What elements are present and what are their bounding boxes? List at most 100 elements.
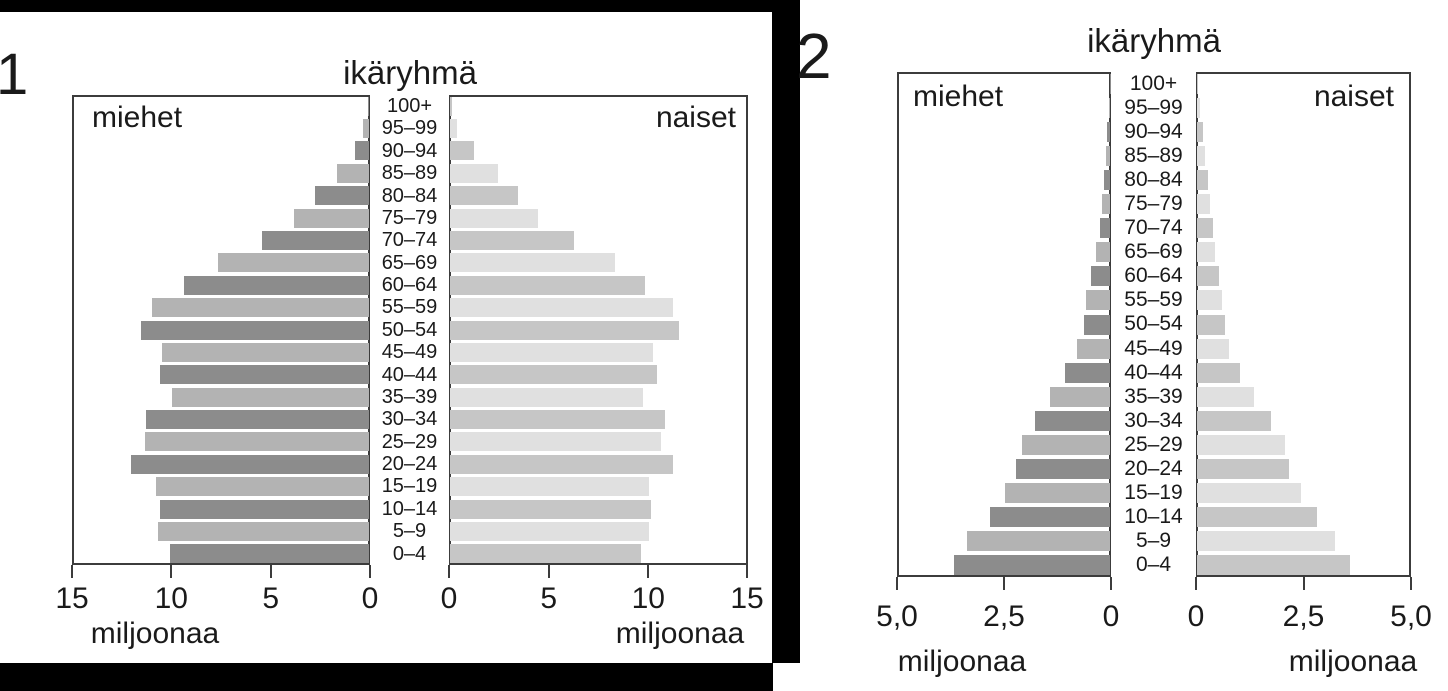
- bar-female-20–24: [1197, 458, 1290, 479]
- bar-female-60–64: [450, 275, 646, 295]
- bar-male-85–89: [1106, 146, 1110, 167]
- bar-male-40–44: [160, 365, 369, 385]
- bar-female-5–9: [450, 521, 650, 541]
- axis-tick: [369, 565, 371, 578]
- age-group-label: 80–84: [381, 184, 438, 207]
- age-group-label: 10–14: [381, 497, 438, 520]
- bar-female-80–84: [450, 186, 518, 206]
- bar-male-15–19: [156, 477, 369, 497]
- bar-male-40–44: [1065, 362, 1110, 383]
- bar-female-30–34: [450, 410, 666, 430]
- age-group-label: 40–44: [1124, 360, 1183, 384]
- bar-male-0–4: [170, 544, 369, 564]
- age-group-label: 75–79: [381, 206, 438, 229]
- age-group-label: 95–99: [1124, 96, 1183, 120]
- bar-female-95–99: [1197, 98, 1201, 119]
- bar-male-80–84: [315, 186, 369, 206]
- chart2-title: ikäryhmä: [1087, 22, 1221, 59]
- bar-female-50–54: [1197, 314, 1226, 335]
- chart2-female-label: naiset: [1313, 80, 1394, 113]
- axis-tick-label: 5,0: [1390, 600, 1432, 633]
- age-group-label: 20–24: [381, 453, 438, 476]
- bar-female-85–89: [450, 163, 498, 183]
- age-group-label: 65–69: [381, 251, 438, 274]
- age-group-label: 55–59: [1124, 288, 1183, 312]
- chart1-left-axis-unit: miljoonaa: [90, 617, 220, 650]
- bar-female-30–34: [1197, 410, 1272, 431]
- bar-female-15–19: [1197, 482, 1302, 503]
- age-group-label: 85–89: [381, 162, 438, 185]
- age-group-label: 25–29: [381, 430, 438, 453]
- bar-female-65–69: [1197, 242, 1216, 263]
- axis-tick: [170, 565, 173, 578]
- chart1-male-plot-box: [72, 95, 370, 565]
- age-group-label: 100+: [1129, 72, 1178, 95]
- bar-male-30–34: [1035, 410, 1110, 431]
- bar-female-20–24: [450, 454, 674, 474]
- bar-male-45–49: [1077, 338, 1110, 359]
- bar-male-0–4: [953, 554, 1110, 575]
- bar-male-90–94: [1107, 122, 1110, 143]
- chart2-male-plot-box: [897, 72, 1111, 577]
- bar-female-100+: [1197, 74, 1198, 95]
- axis-tick-label: 15: [730, 582, 764, 615]
- age-group-label: 50–54: [1124, 312, 1183, 336]
- bar-male-50–54: [140, 320, 369, 340]
- bar-female-40–44: [1197, 362, 1240, 383]
- age-group-label: 65–69: [1124, 240, 1183, 264]
- bar-male-30–34: [146, 410, 369, 430]
- bar-male-70–74: [261, 230, 369, 250]
- axis-tick-label: 2,5: [1282, 600, 1325, 633]
- bar-male-60–64: [1090, 266, 1110, 287]
- chart2-left-axis-unit: miljoonaa: [897, 645, 1027, 678]
- age-group-label: 90–94: [1124, 120, 1183, 144]
- age-group-label: 30–34: [381, 408, 438, 431]
- age-group-label: 5–9: [1135, 528, 1172, 552]
- age-group-label: 35–39: [381, 385, 438, 408]
- axis-tick: [1195, 577, 1197, 590]
- age-group-label: 15–19: [1124, 480, 1183, 504]
- axis-tick: [1003, 577, 1005, 590]
- bar-female-75–79: [450, 208, 538, 228]
- bar-female-25–29: [1197, 434, 1286, 455]
- bar-male-35–39: [172, 387, 369, 407]
- bar-male-25–29: [144, 432, 369, 452]
- age-group-label: 70–74: [1124, 216, 1183, 240]
- bar-female-10–14: [1197, 506, 1318, 527]
- bar-female-0–4: [450, 544, 642, 564]
- bar-male-5–9: [966, 530, 1110, 551]
- bar-female-5–9: [1197, 530, 1335, 551]
- bar-male-55–59: [152, 298, 369, 318]
- bar-male-95–99: [1108, 98, 1110, 119]
- bar-male-25–29: [1022, 434, 1110, 455]
- bar-female-45–49: [1197, 338, 1229, 359]
- axis-tick: [896, 577, 898, 590]
- axis-tick: [269, 565, 272, 578]
- bar-male-10–14: [160, 499, 369, 519]
- age-group-label: 30–34: [1124, 408, 1183, 432]
- age-group-label: 90–94: [381, 139, 438, 162]
- bar-female-60–64: [1197, 266, 1219, 287]
- age-group-label: 35–39: [1124, 384, 1183, 408]
- age-group-label: 95–99: [381, 117, 438, 140]
- axis-tick-label: 0: [440, 582, 458, 615]
- bar-male-5–9: [158, 521, 369, 541]
- axis-tick: [647, 565, 650, 578]
- bar-female-50–54: [450, 320, 680, 340]
- bar-female-85–89: [1197, 146, 1206, 167]
- frame-divider-bar: [772, 0, 800, 663]
- bar-female-0–4: [1197, 554, 1350, 575]
- bar-male-75–79: [1102, 194, 1110, 215]
- bar-female-35–39: [1197, 386, 1255, 407]
- age-group-label: 45–49: [1124, 336, 1183, 360]
- bar-male-60–64: [184, 275, 369, 295]
- age-group-label: 15–19: [381, 475, 438, 498]
- chart2-right-axis-unit: miljoonaa: [1288, 645, 1418, 678]
- age-group-label: 55–59: [381, 296, 438, 319]
- axis-tick-label: 0: [361, 582, 379, 615]
- bar-male-85–89: [337, 163, 369, 183]
- age-group-label: 45–49: [381, 341, 438, 364]
- bar-female-45–49: [450, 342, 654, 362]
- bar-male-20–24: [1015, 458, 1110, 479]
